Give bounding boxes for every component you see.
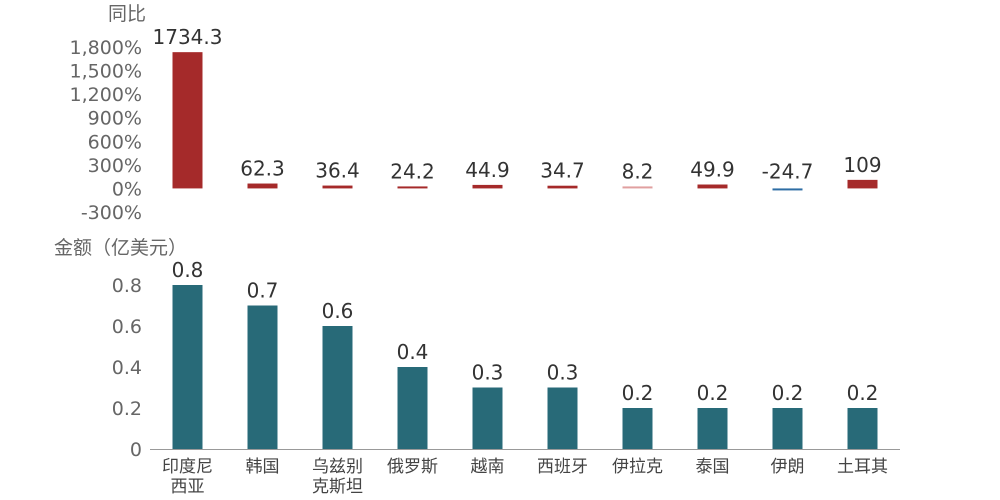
yoy-y-tick-label: 1,800% [70, 37, 142, 59]
amount-data-label: 0.8 [172, 258, 204, 282]
yoy-bar [247, 183, 278, 189]
amount-data-label: 0.6 [322, 299, 354, 323]
amount-bar [397, 367, 428, 449]
category-label: 克斯坦 [312, 477, 363, 497]
yoy-y-tick-label: 0% [112, 178, 142, 200]
amount-bar-chart: 金额（亿美元） 0.8 0.6 0.4 0.2 0 0.8 0.7 0.6 0.4 0.3 0.3… [54, 237, 900, 497]
amount-bar [847, 408, 878, 449]
amount-y-tick-label: 0.4 [112, 357, 142, 379]
yoy-data-label: 49.9 [690, 158, 735, 182]
amount-bar [472, 387, 503, 449]
category-label: 西亚 [171, 477, 205, 497]
category-label: 西班牙 [537, 457, 588, 477]
yoy-data-label: 34.7 [540, 159, 585, 183]
amount-axis-title: 金额（亿美元） [54, 237, 187, 259]
amount-y-tick-label: 0 [130, 439, 142, 461]
yoy-y-tick-label: -300% [81, 202, 142, 224]
yoy-data-label: 8.2 [622, 159, 654, 183]
category-label: 伊拉克 [612, 457, 663, 477]
amount-bar [172, 285, 203, 449]
amount-bar [697, 408, 728, 449]
category-label: 印度尼 [162, 457, 213, 477]
amount-bar [322, 326, 353, 449]
amount-data-label: 0.2 [847, 381, 879, 405]
yoy-bar [847, 179, 878, 189]
yoy-y-tick-label: 900% [88, 108, 142, 130]
yoy-data-labels: 1734.3 62.3 36.4 24.2 44.9 34.7 8.2 49.9 -24.7 10… [153, 25, 882, 183]
yoy-bar [172, 52, 203, 189]
yoy-bar [697, 184, 728, 189]
amount-y-axis: 0.8 0.6 0.4 0.2 0 [112, 275, 142, 461]
yoy-axis-title: 同比 [108, 3, 146, 25]
yoy-data-label: 44.9 [465, 158, 510, 182]
yoy-bar [472, 184, 503, 189]
yoy-bars [172, 52, 878, 191]
amount-y-tick-label: 0.6 [112, 316, 142, 338]
yoy-bar [397, 186, 428, 189]
category-label: 韩国 [246, 457, 280, 477]
yoy-bar [322, 185, 353, 189]
amount-bar [772, 408, 803, 449]
yoy-data-label: -24.7 [762, 159, 814, 183]
yoy-bar [622, 186, 653, 189]
yoy-y-tick-label: 300% [88, 155, 142, 177]
amount-y-tick-label: 0.2 [112, 398, 142, 420]
yoy-data-label: 24.2 [390, 159, 435, 183]
yoy-y-tick-label: 1,500% [70, 61, 142, 83]
yoy-data-label: 1734.3 [153, 25, 223, 49]
category-label: 伊朗 [771, 457, 805, 477]
amount-y-tick-label: 0.8 [112, 275, 142, 297]
yoy-data-label: 62.3 [240, 157, 285, 181]
yoy-bar [547, 185, 578, 189]
category-label: 土耳其 [837, 457, 888, 477]
amount-data-label: 0.3 [547, 361, 579, 385]
yoy-y-tick-label: 1,200% [70, 84, 142, 106]
amount-data-label: 0.3 [472, 361, 504, 385]
amount-data-label: 0.2 [622, 381, 654, 405]
yoy-y-axis: 1,800%1,500%1,200%900%600%300%0%-300% [70, 37, 142, 224]
amount-bar [247, 305, 278, 449]
amount-data-labels: 0.8 0.7 0.6 0.4 0.3 0.3 0.2 0.2 0.2 0.2 [172, 258, 879, 405]
yoy-data-label: 109 [843, 153, 881, 177]
category-label: 越南 [471, 457, 505, 477]
amount-data-label: 0.2 [697, 381, 729, 405]
amount-data-label: 0.7 [247, 279, 279, 303]
amount-bar [547, 387, 578, 449]
category-label: 泰国 [696, 457, 730, 477]
amount-data-label: 0.4 [397, 340, 429, 364]
yoy-bar-chart: 同比 1,800%1,500%1,200%900%600%300%0%-300%… [70, 3, 882, 224]
category-label: 俄罗斯 [387, 457, 438, 477]
amount-bars [172, 285, 878, 449]
amount-data-label: 0.2 [772, 381, 804, 405]
yoy-data-label: 36.4 [315, 159, 360, 183]
amount-bar [622, 408, 653, 449]
category-label: 乌兹别 [312, 457, 363, 477]
yoy-bar [772, 188, 803, 191]
yoy-y-tick-label: 600% [88, 131, 142, 153]
